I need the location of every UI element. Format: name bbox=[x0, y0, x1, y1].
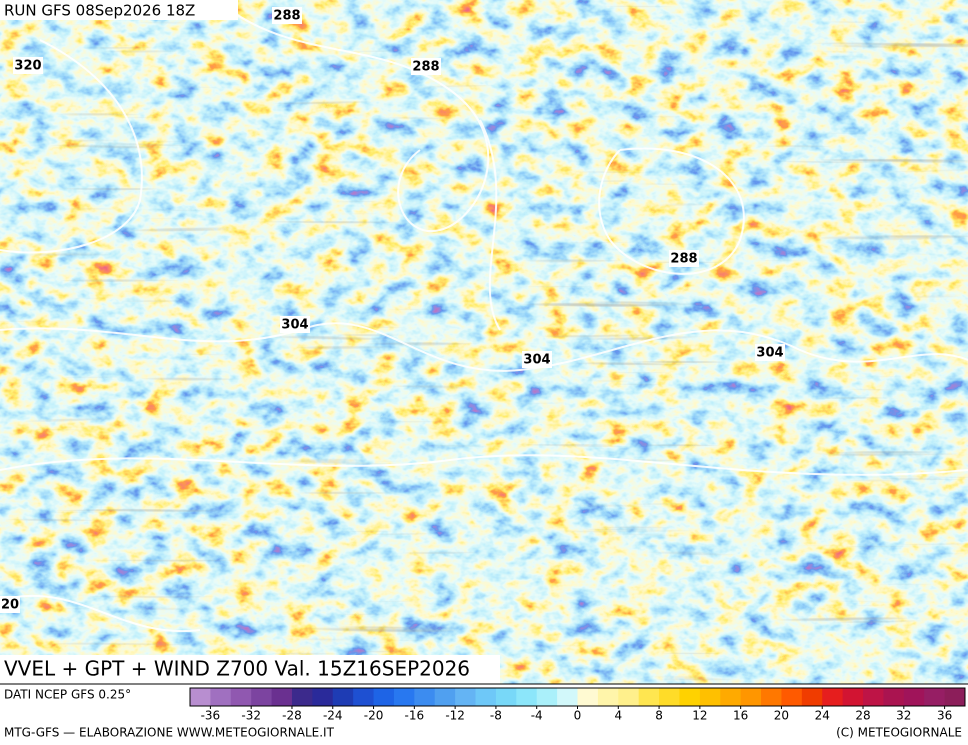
colorbar-swatch bbox=[883, 688, 905, 706]
colorbar-tick-label: -4 bbox=[531, 709, 543, 723]
contour-label: 304 bbox=[523, 353, 550, 368]
contour-label: 20 bbox=[1, 598, 19, 613]
footer-left: MTG-GFS — ELABORAZIONE WWW.METEOGIORNALE… bbox=[4, 726, 335, 740]
colorbar-swatch bbox=[740, 688, 762, 706]
colorbar-swatch bbox=[781, 688, 803, 706]
colorbar-swatch bbox=[638, 688, 660, 706]
run-label: RUN GFS 08Sep2026 18Z bbox=[4, 2, 195, 20]
colorbar-tick-label: -32 bbox=[241, 709, 261, 723]
gpt-contours bbox=[0, 9, 968, 633]
contour-label: 288 bbox=[670, 252, 697, 267]
label-box bbox=[280, 316, 310, 333]
colorbar-swatch bbox=[903, 688, 925, 706]
colorbar-swatch bbox=[312, 688, 334, 706]
colorbar-swatch bbox=[251, 688, 273, 706]
header-box bbox=[0, 0, 238, 20]
colorbar-swatch bbox=[455, 688, 477, 706]
colorbar-swatch bbox=[822, 688, 844, 706]
colorbar-tick-label: -24 bbox=[323, 709, 343, 723]
label-box bbox=[755, 344, 785, 361]
colorbar-swatch bbox=[271, 688, 293, 706]
contour-labels: 288 320 288 288 304 304 304 20 bbox=[0, 7, 785, 613]
colorbar-swatch bbox=[761, 688, 782, 706]
colorbar-swatch bbox=[618, 688, 640, 706]
colorbar-tick-label: 32 bbox=[896, 709, 911, 723]
colorbar-swatch bbox=[557, 688, 578, 706]
title-box bbox=[0, 655, 500, 684]
colorbar-swatch bbox=[516, 688, 538, 706]
footer-right: (C) METEOGIORNALE bbox=[836, 726, 962, 740]
colorbar-swatch bbox=[291, 688, 313, 706]
label-box bbox=[0, 596, 20, 613]
colorbar-swatch bbox=[393, 688, 415, 706]
colorbar-swatch bbox=[944, 688, 966, 706]
contour-label: 288 bbox=[412, 60, 439, 75]
colorbar-swatch bbox=[924, 688, 946, 706]
colorbar-tick-label: -12 bbox=[445, 709, 465, 723]
source-label: DATI NCEP GFS 0.25° bbox=[4, 688, 131, 702]
colorbar-swatch bbox=[577, 688, 599, 706]
colorbar-swatch bbox=[536, 688, 558, 706]
label-box bbox=[13, 57, 43, 74]
colorbar-tick-label: 36 bbox=[937, 709, 952, 723]
colorbar-swatch bbox=[801, 688, 823, 706]
colorbar-tick-label: 0 bbox=[574, 709, 582, 723]
colorbar-swatch bbox=[190, 688, 211, 706]
colorbar-tick-label: -16 bbox=[405, 709, 425, 723]
contour-label: 304 bbox=[756, 346, 783, 361]
contour-label: 288 bbox=[273, 9, 300, 24]
wind-streamlines bbox=[0, 0, 968, 684]
colorbar-tick-label: -36 bbox=[201, 709, 221, 723]
contour-label: 320 bbox=[14, 59, 41, 74]
label-box bbox=[669, 250, 699, 267]
colorbar-swatch bbox=[414, 688, 436, 706]
colorbar-swatch bbox=[699, 688, 721, 706]
colorbar-tick-label: -20 bbox=[364, 709, 384, 723]
label-box bbox=[411, 58, 441, 75]
colorbar-tick-label: 28 bbox=[855, 709, 870, 723]
map: RUN GFS 08Sep2026 18Z 288 320 288 288 30… bbox=[0, 0, 968, 684]
colorbar-tick-label: 16 bbox=[733, 709, 748, 723]
colorbar-tick-label: -8 bbox=[490, 709, 502, 723]
map-title: VVEL + GPT + WIND Z700 Val. 15Z16SEP2026 bbox=[4, 657, 470, 681]
label-box bbox=[522, 351, 552, 368]
label-box bbox=[272, 7, 302, 24]
colorbar-swatch bbox=[353, 688, 375, 706]
colorbar-tick-label: -28 bbox=[282, 709, 302, 723]
colorbar-swatch bbox=[373, 688, 395, 706]
colorbar-tick-label: 24 bbox=[815, 709, 830, 723]
colorbar-swatch bbox=[679, 688, 701, 706]
colorbar-swatch bbox=[230, 688, 252, 706]
colorbar-tick-label: 12 bbox=[692, 709, 707, 723]
colorbar-swatch bbox=[597, 688, 619, 706]
colorbar-tick-label: 8 bbox=[655, 709, 663, 723]
colorbar: -36 -32 -28 -24 -20 -16 -12 -8 -4 0 4 8 12 16 20 24 28 32… bbox=[189, 687, 966, 723]
colorbar-tick-label: 4 bbox=[614, 709, 622, 723]
colorbar-swatch bbox=[434, 688, 456, 706]
colorbar-swatch bbox=[332, 688, 354, 706]
colorbar-tick-label: 20 bbox=[774, 709, 789, 723]
colorbar-swatch bbox=[659, 688, 680, 706]
colorbar-swatch bbox=[495, 688, 517, 706]
contour-label: 304 bbox=[281, 318, 308, 333]
colorbar-swatch bbox=[210, 688, 232, 706]
colorbar-swatch bbox=[863, 688, 884, 706]
colorbar-swatch bbox=[720, 688, 742, 706]
colorbar-swatch bbox=[842, 688, 864, 706]
colorbar-swatch bbox=[475, 688, 497, 706]
